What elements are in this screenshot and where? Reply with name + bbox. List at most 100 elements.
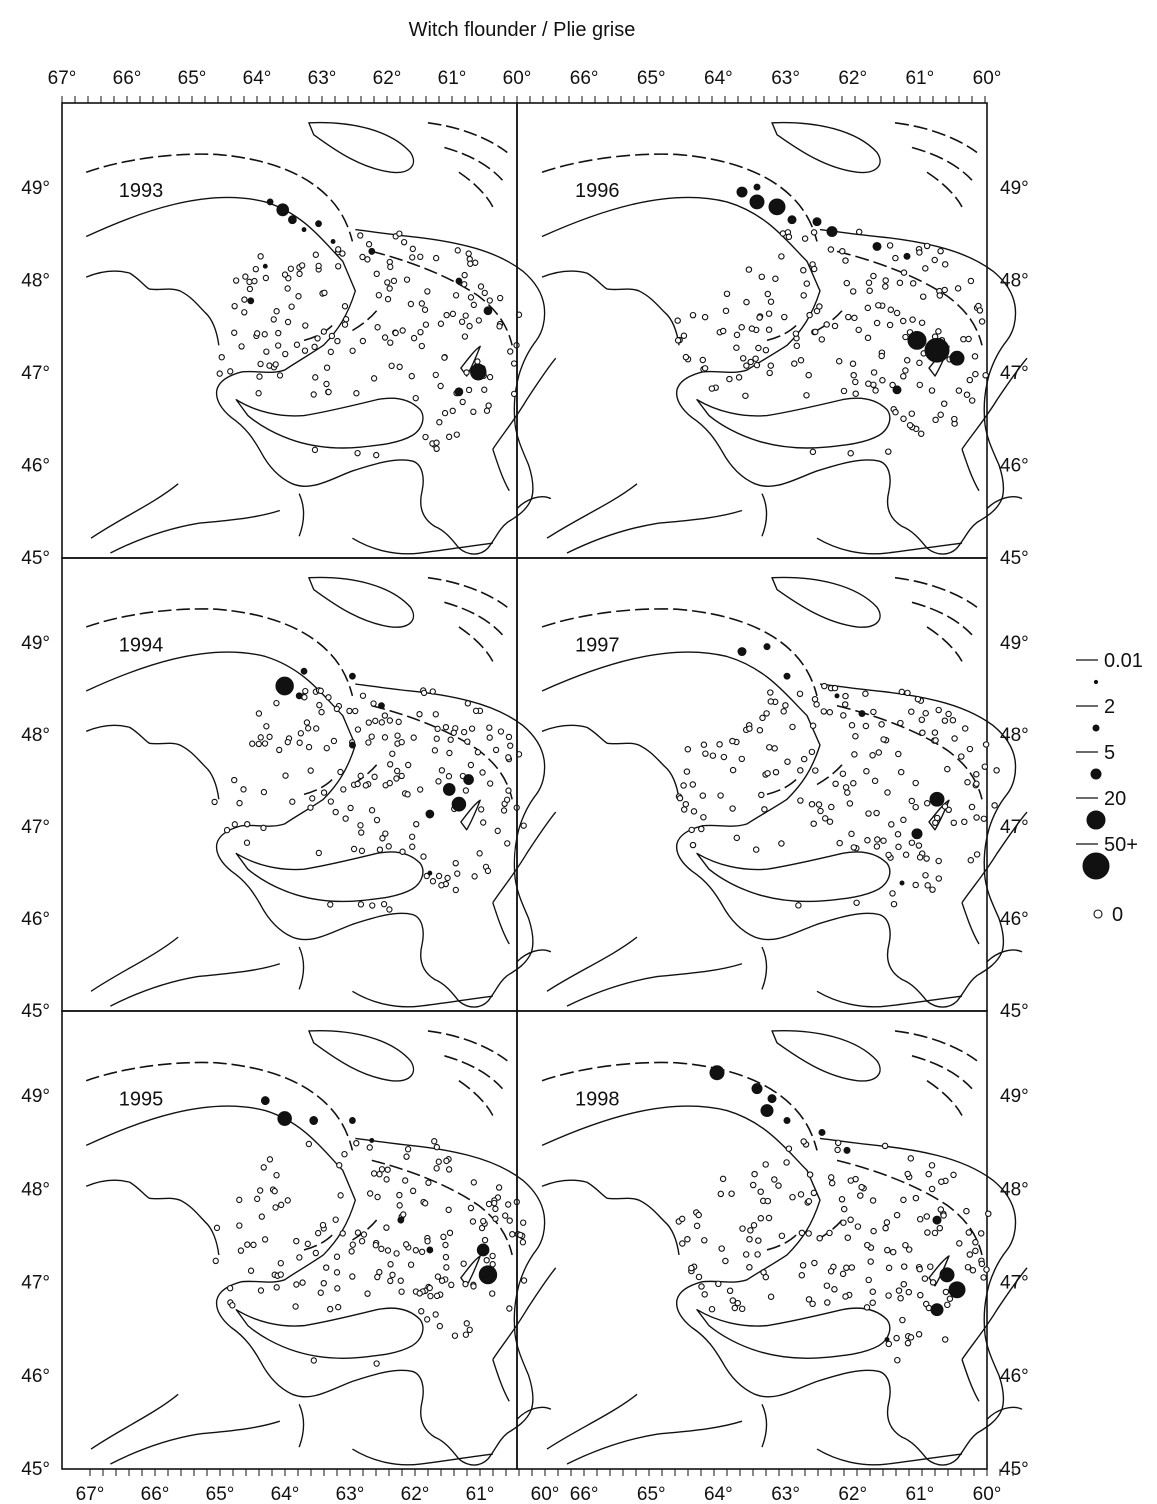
station-zero-catch	[216, 370, 223, 377]
station-zero-catch	[853, 899, 860, 906]
station-zero-catch	[908, 708, 915, 715]
station-zero-catch	[895, 1287, 903, 1294]
station-zero-catch	[701, 313, 709, 321]
station-zero-catch	[809, 1300, 816, 1308]
legend-label: 5	[1104, 742, 1115, 764]
station-zero-catch	[850, 780, 857, 787]
station-zero-catch	[399, 327, 406, 334]
station-zero-catch	[353, 389, 360, 397]
station-catch	[483, 306, 493, 316]
station-zero-catch	[839, 770, 847, 777]
station-catch	[929, 791, 945, 807]
station-zero-catch	[446, 1229, 454, 1237]
station-zero-catch	[231, 329, 238, 336]
station-zero-catch	[720, 753, 728, 761]
station-zero-catch	[870, 272, 877, 280]
station-zero-catch	[739, 355, 747, 362]
station-zero-catch	[791, 360, 798, 367]
station-zero-catch	[888, 821, 895, 828]
station-zero-catch	[480, 1217, 487, 1225]
map-panel-1996: 1996	[516, 102, 1028, 559]
station-zero-catch	[746, 1235, 753, 1243]
station-zero-catch	[852, 733, 859, 740]
station-zero-catch	[422, 433, 429, 441]
station-zero-catch	[847, 1177, 855, 1184]
station-zero-catch	[277, 1271, 284, 1278]
station-zero-catch	[465, 250, 472, 257]
station-zero-catch	[817, 807, 824, 815]
longitude-tick-label: 63°	[771, 68, 800, 89]
station-zero-catch	[982, 372, 989, 379]
station-zero-catch	[505, 754, 512, 761]
station-zero-catch	[273, 1284, 280, 1291]
station-zero-catch	[878, 352, 885, 360]
station-zero-catch	[839, 1270, 847, 1278]
station-zero-catch	[433, 1143, 440, 1151]
station-zero-catch	[941, 717, 949, 724]
station-zero-catch	[746, 725, 753, 732]
station-zero-catch	[680, 782, 687, 789]
station-zero-catch	[378, 1245, 385, 1253]
station-zero-catch	[923, 1213, 931, 1220]
station-zero-catch	[435, 872, 443, 880]
station-zero-catch	[366, 1190, 374, 1197]
station-zero-catch	[510, 390, 518, 398]
station-zero-catch	[748, 325, 756, 332]
station-catch	[948, 1281, 966, 1299]
legend-marker	[1082, 852, 1110, 880]
station-markers	[212, 1096, 528, 1367]
station-zero-catch	[486, 297, 493, 304]
station-catch	[476, 1243, 490, 1257]
station-zero-catch	[892, 254, 899, 262]
station-catch	[899, 880, 905, 886]
station-zero-catch	[695, 1211, 702, 1219]
map-panel-1997: 1997	[516, 557, 1028, 1012]
station-zero-catch	[339, 1230, 346, 1237]
station-zero-catch	[409, 833, 416, 840]
station-catch	[349, 741, 356, 749]
station-zero-catch	[831, 684, 839, 692]
station-zero-catch	[905, 1246, 913, 1253]
station-zero-catch	[381, 734, 389, 741]
station-zero-catch	[410, 734, 417, 741]
latitude-tick-label: 46°	[21, 909, 50, 930]
station-zero-catch	[968, 803, 976, 811]
station-zero-catch	[454, 247, 461, 254]
station-zero-catch	[481, 289, 488, 297]
station-zero-catch	[842, 257, 849, 264]
station-zero-catch	[762, 1273, 770, 1281]
station-zero-catch	[798, 1272, 806, 1279]
station-zero-catch	[759, 714, 766, 722]
station-zero-catch	[810, 229, 818, 236]
station-zero-catch	[489, 1290, 496, 1297]
station-zero-catch	[800, 1138, 807, 1145]
station-zero-catch	[964, 779, 971, 786]
station-zero-catch	[840, 712, 847, 719]
station-zero-catch	[827, 1268, 835, 1275]
station-zero-catch	[851, 751, 858, 758]
station-zero-catch	[771, 1176, 778, 1183]
station-zero-catch	[801, 235, 809, 242]
station-zero-catch	[461, 271, 468, 279]
station-zero-catch	[755, 344, 762, 352]
station-zero-catch	[784, 758, 791, 765]
station-zero-catch	[332, 808, 339, 816]
station-zero-catch	[855, 228, 863, 236]
station-zero-catch	[395, 718, 402, 726]
station-zero-catch	[432, 371, 439, 379]
latitude-tick-label: 49°	[21, 1086, 50, 1107]
station-zero-catch	[303, 719, 311, 726]
station-zero-catch	[882, 283, 889, 290]
station-zero-catch	[941, 1336, 949, 1343]
station-zero-catch	[256, 373, 263, 380]
station-zero-catch	[682, 800, 690, 808]
station-zero-catch	[729, 1297, 737, 1304]
station-zero-catch	[752, 846, 760, 853]
station-zero-catch	[993, 767, 1000, 774]
station-zero-catch	[309, 795, 316, 802]
station-zero-catch	[757, 1188, 764, 1195]
station-zero-catch	[755, 1237, 762, 1244]
panel-year-label: 1993	[119, 180, 164, 202]
station-zero-catch	[900, 415, 907, 422]
station-catch	[930, 1303, 944, 1317]
